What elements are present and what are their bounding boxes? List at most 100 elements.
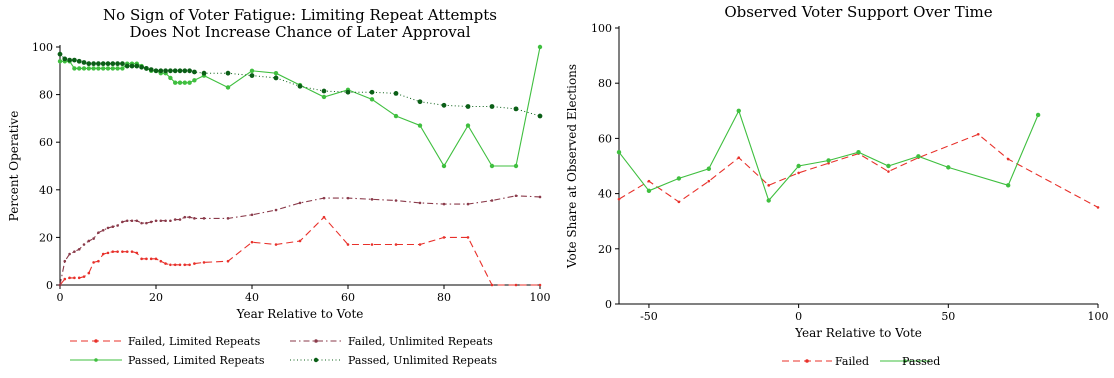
data-point	[616, 150, 622, 155]
data-point	[887, 170, 890, 173]
data-point	[73, 250, 76, 253]
data-point	[976, 132, 980, 136]
x-axis-label: Year Relative to Vote	[794, 326, 922, 340]
legend-item: Passed, Limited Repeats	[70, 354, 265, 367]
data-point	[182, 80, 187, 85]
y-tick-label: 100	[591, 22, 612, 35]
data-point	[513, 106, 519, 112]
y-tick-label: 80	[598, 77, 612, 90]
data-point	[158, 68, 164, 74]
data-point	[465, 104, 471, 109]
data-point	[106, 251, 110, 255]
y-tick-label: 0	[605, 298, 612, 311]
data-point	[177, 68, 183, 74]
data-point	[418, 201, 422, 205]
chart-subtitle: Does Not Increase Chance of Later Approv…	[129, 23, 470, 41]
data-point	[168, 75, 173, 81]
data-point	[178, 263, 182, 267]
data-point	[466, 202, 470, 206]
data-point	[1035, 112, 1041, 118]
data-point	[86, 61, 92, 67]
legend-item: Failed	[782, 355, 869, 368]
data-point	[153, 68, 159, 74]
data-point	[490, 199, 494, 202]
data-point	[394, 199, 398, 202]
data-point	[188, 263, 191, 267]
legend-marker	[94, 339, 98, 343]
data-point	[466, 236, 470, 239]
data-point	[946, 165, 951, 170]
series-2	[57, 44, 543, 169]
data-point	[97, 231, 100, 234]
data-point	[226, 259, 230, 263]
data-point	[538, 195, 542, 199]
data-point	[370, 243, 374, 246]
data-point	[183, 263, 187, 267]
data-point	[274, 243, 278, 246]
series-1	[617, 132, 1100, 209]
data-point	[394, 243, 398, 246]
data-point	[67, 57, 72, 63]
data-point	[145, 257, 148, 261]
data-point	[57, 51, 63, 57]
data-point	[130, 250, 134, 253]
data-point	[96, 66, 101, 71]
data-point	[193, 262, 196, 265]
data-point	[321, 94, 327, 100]
series-line	[59, 195, 541, 286]
data-point	[149, 257, 153, 261]
data-point	[249, 73, 255, 78]
data-point	[169, 219, 172, 223]
legend-marker	[805, 359, 809, 363]
data-point	[168, 68, 173, 74]
data-point	[537, 113, 543, 119]
data-point	[346, 243, 350, 246]
data-point	[225, 85, 231, 90]
data-point	[100, 61, 106, 67]
data-point	[250, 213, 254, 217]
data-point	[321, 88, 327, 94]
data-point	[144, 66, 149, 71]
data-point	[68, 276, 71, 280]
data-point	[178, 218, 182, 221]
data-point	[159, 219, 163, 223]
data-point	[96, 61, 101, 67]
data-point	[149, 220, 153, 224]
data-point	[418, 243, 422, 246]
data-point	[442, 236, 446, 239]
data-point	[154, 219, 158, 223]
data-point	[298, 201, 302, 205]
data-point	[393, 113, 399, 119]
data-point	[274, 208, 278, 212]
data-point	[465, 123, 471, 128]
x-tick-label: 80	[437, 291, 451, 304]
data-point	[58, 283, 62, 287]
data-point	[172, 68, 178, 74]
data-point	[63, 259, 67, 263]
data-point	[77, 66, 82, 71]
data-point	[187, 68, 193, 74]
data-point	[139, 64, 145, 70]
data-point	[68, 252, 71, 256]
data-point	[537, 44, 543, 50]
data-point	[164, 219, 167, 223]
data-point	[154, 257, 158, 261]
series-line	[618, 133, 1099, 208]
data-point	[273, 70, 279, 76]
data-point	[298, 239, 302, 243]
chart-title: Observed Voter Support Over Time	[724, 3, 992, 21]
data-point	[73, 276, 76, 280]
data-point	[767, 184, 770, 187]
series-line	[618, 109, 1039, 202]
x-tick-label: 0	[795, 310, 802, 323]
data-point	[82, 243, 86, 246]
y-tick-label: 40	[598, 188, 612, 201]
data-point	[201, 70, 207, 76]
data-point	[322, 215, 326, 219]
data-point	[105, 61, 111, 67]
data-point	[72, 66, 77, 71]
data-point	[441, 102, 447, 108]
x-tick-label: 0	[57, 291, 64, 304]
data-point	[297, 83, 303, 89]
data-point	[706, 166, 712, 171]
